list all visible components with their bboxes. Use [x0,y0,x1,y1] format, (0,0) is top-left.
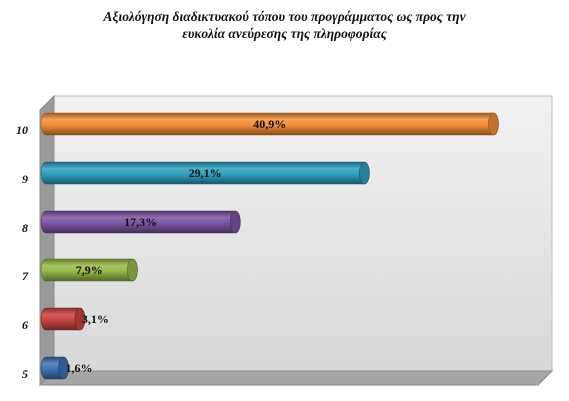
tick-label-6: 6 [22,318,28,332]
bar-cap-5 [58,356,69,380]
bar-cap-6 [74,307,86,331]
bar-cap-9 [359,161,370,185]
tick-label-5: 5 [22,367,28,381]
chart-title: Αξιολόγηση διαδικτυακού τόπου του προγρά… [0,8,569,42]
bar-cap-7 [127,258,138,282]
data-label-5: 1,6% [66,361,93,375]
data-label-6: 3,1% [82,312,109,326]
chart-title-line-1: Αξιολόγηση διαδικτυακού τόπου του προγρά… [103,9,466,24]
plot-back-wall [53,95,553,372]
tick-label-10: 10 [16,123,28,137]
y-axis-tick-labels: 10 9 8 7 6 5 [16,123,29,381]
bar-cap-10 [488,112,499,136]
data-label-8: 17,3% [124,215,157,229]
chart-title-line-2: ευκολία ανεύρεσης της πληροφορίας [182,26,387,41]
tick-label-8: 8 [22,221,28,235]
plot-floor [38,370,554,386]
data-labels: 40,9% 29,1% 17,3% 7,9% 3,1% 1,6% [66,117,287,375]
bar-cap-8 [229,210,241,234]
tick-label-7: 7 [22,269,29,283]
data-label-10: 40,9% [253,117,286,131]
tick-label-9: 9 [22,172,28,186]
plot-area [38,94,554,387]
data-label-9: 29,1% [189,166,222,180]
data-label-7: 7,9% [76,263,103,277]
bars [40,112,499,380]
plot-side-wall [39,94,55,387]
